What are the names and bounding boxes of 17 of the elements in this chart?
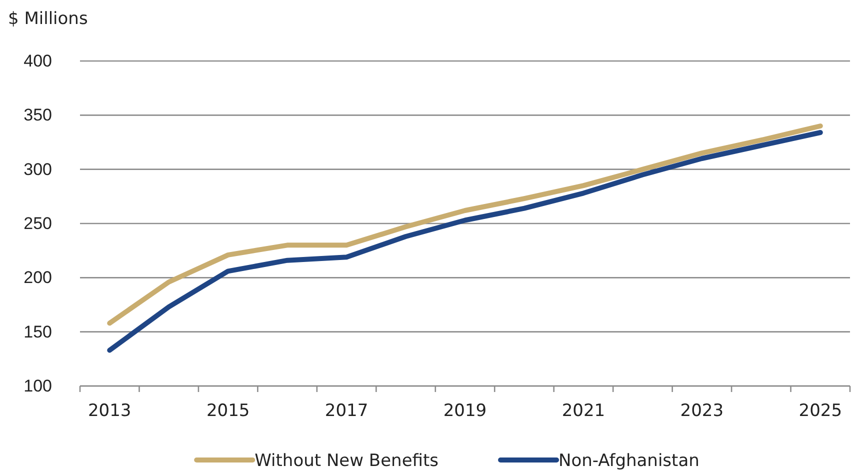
y-tick-label: 150 — [24, 322, 52, 342]
y-tick-label: 400 — [24, 51, 52, 70]
x-tick-label: 2023 — [680, 401, 724, 421]
x-tick-label: 2017 — [324, 401, 368, 421]
y-tick-label: 300 — [24, 160, 52, 179]
legend-label: Without New Benefits — [254, 451, 439, 471]
x-tick-label: 2019 — [443, 401, 487, 421]
x-tick-label: 2021 — [562, 401, 606, 421]
y-tick-label: 200 — [24, 268, 52, 288]
y-axis-title: $ Millions — [8, 9, 88, 29]
legend-label: Non-Afghanistan — [558, 451, 700, 471]
y-tick-label: 100 — [24, 376, 52, 396]
y-tick-label: 350 — [24, 106, 52, 125]
x-tick-label: 2013 — [88, 401, 132, 421]
x-tick-label: 2015 — [206, 401, 250, 421]
x-tick-label: 2025 — [798, 401, 842, 421]
y-tick-label: 250 — [24, 214, 52, 233]
